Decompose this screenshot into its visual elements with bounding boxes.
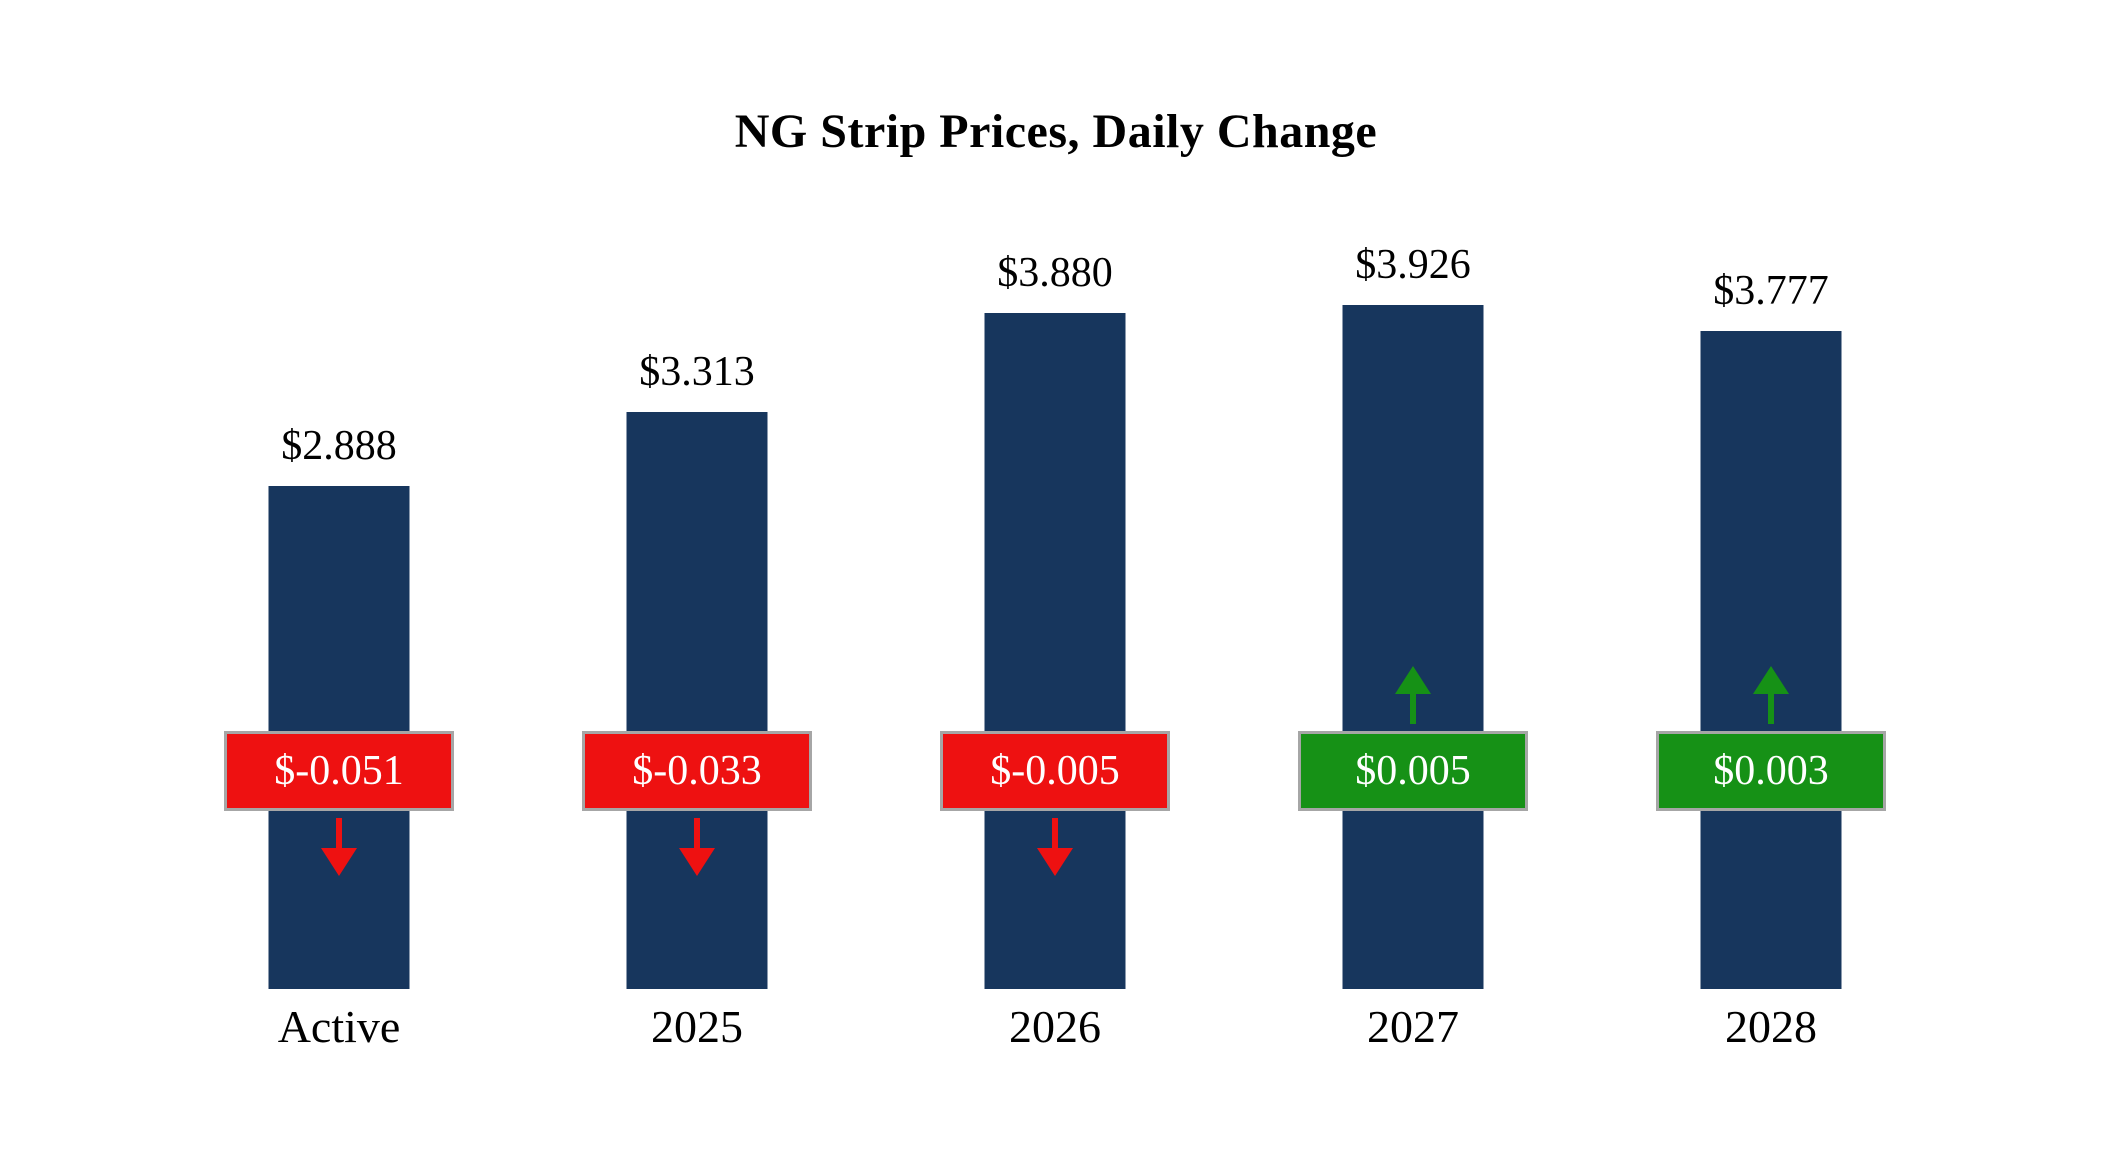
chart-title: NG Strip Prices, Daily Change [734, 105, 1378, 158]
price-bar [1342, 305, 1484, 989]
price-bar [984, 313, 1126, 989]
category-label: 2027 [1367, 1001, 1459, 1052]
price-bar [1700, 331, 1842, 989]
change-badge: $0.003 [1656, 731, 1886, 811]
price-label: $2.888 [281, 423, 397, 469]
bar-group-2025: $3.313 $-0.033 2025 [577, 0, 817, 1152]
price-label: $3.777 [1713, 268, 1829, 314]
price-label: $3.880 [997, 250, 1113, 296]
change-badge: $0.005 [1298, 731, 1528, 811]
price-bar [626, 412, 768, 989]
change-badge: $-0.005 [940, 731, 1170, 811]
change-badge: $-0.051 [224, 731, 454, 811]
down-arrow-icon [1033, 818, 1077, 876]
bar-group-2027: $3.926 $0.005 2027 [1293, 0, 1533, 1152]
down-arrow-icon [675, 818, 719, 876]
up-arrow-icon [1391, 666, 1435, 724]
change-badge: $-0.033 [582, 731, 812, 811]
category-label: 2025 [651, 1001, 743, 1052]
bar-group-active: $2.888 $-0.051 Active [219, 0, 459, 1152]
bar-group-2028: $3.777 $0.003 2028 [1651, 0, 1891, 1152]
bar-group-2026: $3.880 $-0.005 2026 [935, 0, 1175, 1152]
price-label: $3.926 [1355, 242, 1471, 288]
price-label: $3.313 [639, 349, 755, 395]
category-label: 2028 [1725, 1001, 1817, 1052]
down-arrow-icon [317, 818, 361, 876]
category-label: 2026 [1009, 1001, 1101, 1052]
up-arrow-icon [1749, 666, 1793, 724]
category-label: Active [277, 1001, 401, 1052]
